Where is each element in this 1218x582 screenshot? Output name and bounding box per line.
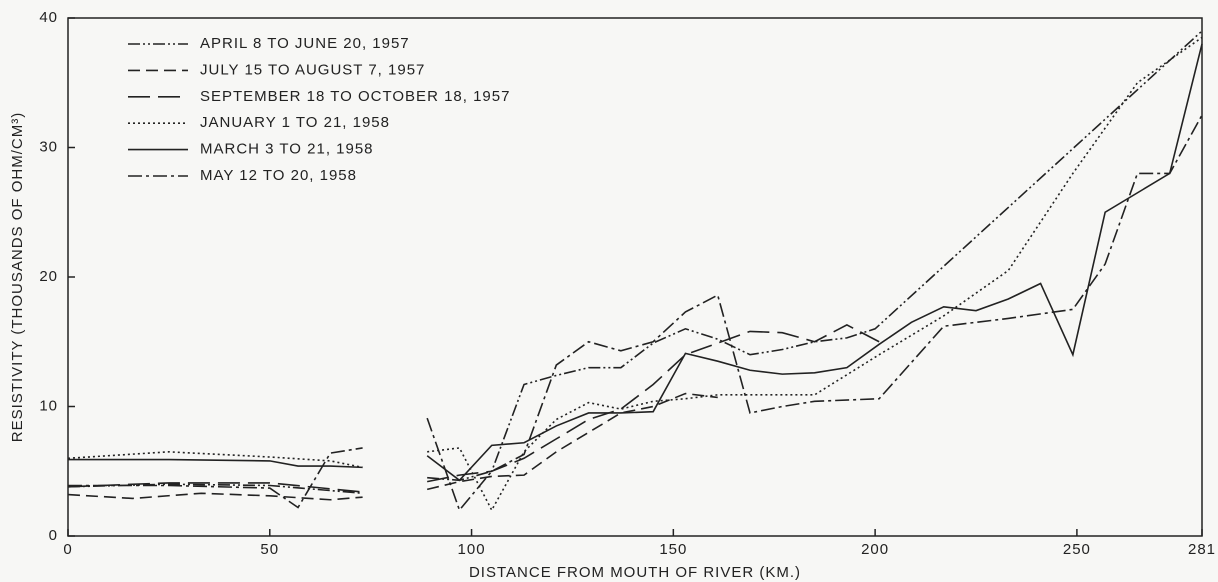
- legend-label: JULY 15 TO AUGUST 7, 1957: [200, 61, 425, 78]
- y-tick-label: 40: [39, 9, 58, 26]
- x-tick-label: 100: [458, 541, 486, 558]
- series-line: [67, 36, 1203, 512]
- y-axis-label: RESISTIVITY (THOUSANDS OF OHM/CM³): [9, 112, 26, 442]
- x-tick-label: 0: [63, 541, 72, 558]
- series-line: [67, 392, 718, 501]
- series-line: [68, 114, 1203, 512]
- legend-label: SEPTEMBER 18 TO OCTOBER 18, 1957: [200, 88, 510, 105]
- x-tick-label: 150: [659, 541, 687, 558]
- legend-label: MAY 12 TO 20, 1958: [200, 167, 357, 184]
- series-line: [68, 43, 1203, 482]
- legend-label: JANUARY 1 TO 21, 1958: [200, 114, 390, 131]
- y-tick-label: 30: [39, 138, 58, 155]
- legend-label: MARCH 3 TO 21, 1958: [200, 141, 374, 158]
- y-tick-label: 0: [49, 527, 58, 544]
- y-tick-label: 10: [39, 397, 58, 414]
- series-line: [67, 324, 880, 493]
- x-tick-label: 200: [861, 541, 889, 558]
- x-axis-label: DISTANCE FROM MOUTH OF RIVER (KM.): [469, 564, 801, 581]
- x-tick-label: 281: [1188, 541, 1216, 558]
- y-tick-label: 20: [39, 268, 58, 285]
- legend-label: APRIL 8 TO JUNE 20, 1957: [200, 35, 410, 52]
- x-tick-label: 50: [260, 541, 279, 558]
- x-tick-label: 250: [1063, 541, 1091, 558]
